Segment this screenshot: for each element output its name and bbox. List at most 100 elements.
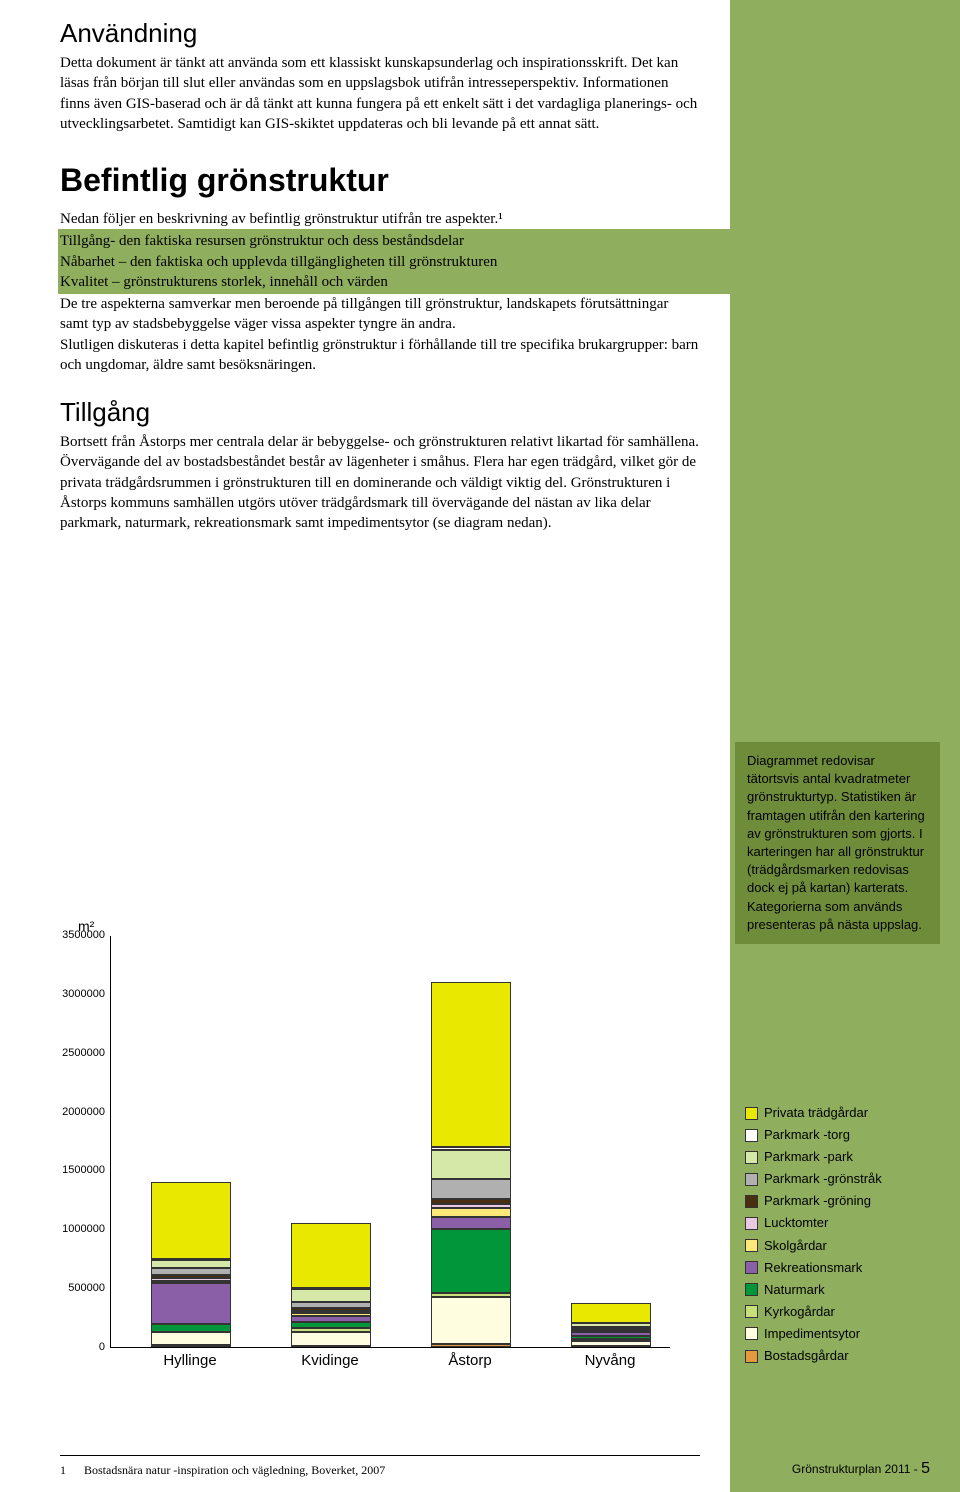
legend-swatch <box>745 1283 758 1296</box>
para-anvandning: Detta dokument är tänkt att använda som … <box>60 53 700 134</box>
bar-segment <box>571 1303 651 1323</box>
bar-segment <box>151 1258 231 1260</box>
bar-segment <box>291 1332 371 1346</box>
sidebar-caption-box: Diagrammet redovisar tätortsvis antal kv… <box>735 742 940 944</box>
bar-segment <box>291 1313 371 1316</box>
heading-tillgang: Tillgång <box>60 397 700 428</box>
y-tick: 0 <box>50 1341 105 1353</box>
bar-segment <box>151 1345 231 1347</box>
bar-segment <box>571 1332 651 1336</box>
legend-label: Parkmark -park <box>764 1146 853 1168</box>
bar-segment <box>151 1324 231 1332</box>
heading-anvandning: Användning <box>60 18 700 49</box>
bar-segment <box>431 1344 511 1347</box>
legend-label: Privata trädgårdar <box>764 1102 868 1124</box>
bar-segment <box>571 1323 651 1327</box>
legend-label: Impedimentsytor <box>764 1323 860 1345</box>
para-befintlig-intro: Nedan följer en beskrivning av befintlig… <box>60 209 700 229</box>
bar-segment <box>291 1328 371 1332</box>
legend-label: Naturmark <box>764 1279 825 1301</box>
bar-segment <box>431 1229 511 1294</box>
bar-segment <box>431 1204 511 1208</box>
legend-swatch <box>745 1217 758 1230</box>
para-tillgang: Bortsett från Åstorps mer centrala delar… <box>60 432 700 533</box>
chart-plot <box>110 936 670 1348</box>
y-tick: 3500000 <box>50 929 105 941</box>
x-category-label: Nyvång <box>550 1352 670 1369</box>
y-tick: 2000000 <box>50 1106 105 1118</box>
highlight-line-3: Kvalitet – grönstrukturens storlek, inne… <box>60 272 926 292</box>
highlight-line-1: Tillgång- den faktiska resursen grönstru… <box>60 231 926 251</box>
x-category-label: Åstorp <box>410 1352 530 1369</box>
bar-segment <box>151 1268 231 1275</box>
bar-segment <box>291 1311 371 1313</box>
bar-segment <box>431 1150 511 1179</box>
legend-label: Lucktomter <box>764 1212 828 1234</box>
legend-label: Parkmark -grönstråk <box>764 1168 882 1190</box>
bar-segment <box>151 1260 231 1267</box>
legend-label: Bostadsgårdar <box>764 1345 849 1367</box>
bar-segment <box>291 1302 371 1308</box>
bar-segment <box>431 1297 511 1344</box>
bar-segment <box>431 1208 511 1217</box>
sidebar-caption-text: Diagrammet redovisar tätortsvis antal kv… <box>747 753 925 932</box>
x-category-label: Kvidinge <box>270 1352 390 1369</box>
legend-label: Parkmark -gröning <box>764 1190 871 1212</box>
page-number: 5 <box>921 1460 930 1477</box>
bar-segment <box>291 1223 371 1288</box>
bar-segment <box>431 982 511 1147</box>
legend-item: Naturmark <box>745 1279 930 1301</box>
y-tick: 1500000 <box>50 1164 105 1176</box>
main-content: Användning Detta dokument är tänkt att a… <box>60 18 700 533</box>
footnote: 1 Bostadsnära natur -inspiration och väg… <box>60 1463 385 1478</box>
legend-item: Impedimentsytor <box>745 1323 930 1345</box>
legend-label: Parkmark -torg <box>764 1124 850 1146</box>
bar-segment <box>291 1289 371 1302</box>
bar-segment <box>151 1275 231 1279</box>
legend-swatch <box>745 1261 758 1274</box>
x-category-label: Hyllinge <box>130 1352 250 1369</box>
bar-segment <box>291 1308 371 1311</box>
legend-item: Lucktomter <box>745 1212 930 1234</box>
legend-label: Kyrkogårdar <box>764 1301 835 1323</box>
legend-swatch <box>745 1195 758 1208</box>
legend-swatch <box>745 1151 758 1164</box>
footer-rule <box>60 1455 700 1456</box>
legend-swatch <box>745 1107 758 1120</box>
bar-segment <box>431 1199 511 1204</box>
legend-item: Parkmark -park <box>745 1146 930 1168</box>
bar-segment <box>151 1332 231 1345</box>
y-tick: 500000 <box>50 1282 105 1294</box>
legend-item: Rekreationsmark <box>745 1257 930 1279</box>
highlight-line-2: Nåbarhet – den faktiska och upplevda til… <box>60 252 926 272</box>
legend-item: Privata trädgårdar <box>745 1102 930 1124</box>
legend-label: Rekreationsmark <box>764 1257 862 1279</box>
bar-segment <box>291 1322 371 1328</box>
bar-segment <box>571 1327 651 1329</box>
doc-title: Grönstrukturplan 2011 - <box>792 1462 918 1476</box>
para-befintlig-post: De tre aspekterna samverkar men beroende… <box>60 294 700 375</box>
bar-segment <box>571 1336 651 1340</box>
footnote-text: Bostadsnära natur -inspiration och vägle… <box>84 1463 385 1477</box>
chart-container: m² 0500000100000015000002000000250000030… <box>60 918 700 1378</box>
bar-segment <box>571 1341 651 1347</box>
bar-segment <box>431 1217 511 1229</box>
bar-segment <box>431 1293 511 1297</box>
legend-swatch <box>745 1239 758 1252</box>
legend-item: Parkmark -gröning <box>745 1190 930 1212</box>
bar-segment <box>291 1316 371 1322</box>
legend-swatch <box>745 1129 758 1142</box>
chart-legend: Privata trädgårdarParkmark -torgParkmark… <box>735 1094 940 1375</box>
heading-befintlig: Befintlig grönstruktur <box>60 162 700 199</box>
page-footer: Grönstrukturplan 2011 - 5 <box>792 1460 930 1478</box>
legend-swatch <box>745 1173 758 1186</box>
legend-item: Parkmark -torg <box>745 1124 930 1146</box>
bar-segment <box>151 1283 231 1324</box>
y-tick: 1000000 <box>50 1223 105 1235</box>
bar-segment <box>151 1278 231 1280</box>
legend-item: Kyrkogårdar <box>745 1301 930 1323</box>
bar-segment <box>431 1147 511 1150</box>
footnote-num: 1 <box>60 1463 66 1477</box>
y-tick: 2500000 <box>50 1047 105 1059</box>
legend-item: Bostadsgårdar <box>745 1345 930 1367</box>
